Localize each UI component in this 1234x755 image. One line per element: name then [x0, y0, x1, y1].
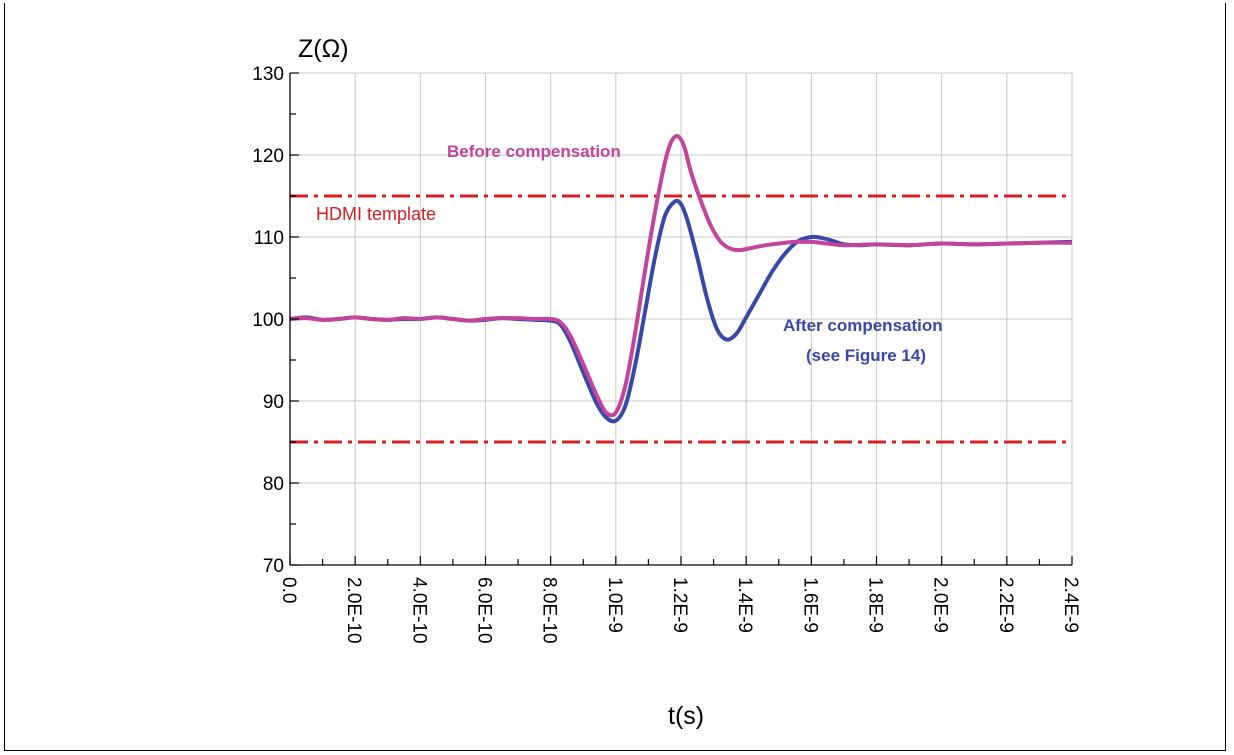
after-compensation-label: After compensation — [783, 316, 943, 335]
figure-frame — [4, 3, 1226, 751]
x-tick-label: 1.8E-9 — [865, 577, 886, 633]
y-tick-labels: 70 80 90 100 110 120 130 — [252, 64, 284, 577]
x-tick-label: 2.4E-9 — [1060, 577, 1081, 633]
x-tick-label: 1.2E-9 — [669, 577, 690, 633]
before-compensation-label: Before compensation — [447, 142, 621, 161]
x-tick-label: 6.0E-10 — [474, 577, 495, 644]
y-tick-label: 80 — [263, 474, 284, 495]
series-layer — [289, 133, 1073, 424]
x-axis-title: t(s) — [668, 702, 704, 730]
x-tick-label: 8.0E-10 — [539, 577, 560, 644]
template-lines — [290, 194, 1072, 444]
x-tick-label: 1.0E-9 — [604, 577, 625, 633]
x-tick-label: 4.0E-10 — [408, 577, 429, 644]
y-axis-title: Z(Ω) — [298, 35, 349, 63]
y-tick-label: 70 — [263, 556, 284, 577]
grid — [289, 72, 1073, 566]
y-tick-label: 130 — [252, 64, 284, 85]
x-tick-labels: 0.0 2.0E-10 4.0E-10 6.0E-10 8.0E-10 1.0E-9 1.2… — [278, 577, 1081, 644]
x-tick-label: 2.0E-9 — [930, 577, 951, 633]
see-figure-label: (see Figure 14) — [806, 346, 926, 365]
x-tick-label: 2.2E-9 — [995, 577, 1016, 633]
y-tick-label: 110 — [254, 228, 284, 249]
y-tick-label: 120 — [252, 146, 284, 167]
x-tick-label: 0.0 — [278, 577, 299, 603]
axes — [289, 72, 1073, 566]
y-tick-label: 90 — [263, 392, 284, 413]
x-tick-label: 2.0E-10 — [343, 577, 364, 644]
hdmi-template-label: HDMI template — [316, 204, 436, 224]
y-tick-label: 100 — [252, 310, 284, 331]
x-tick-label: 1.6E-9 — [799, 577, 820, 633]
x-tick-label: 1.4E-9 — [734, 577, 755, 633]
before-compensation-curve — [289, 133, 1073, 418]
